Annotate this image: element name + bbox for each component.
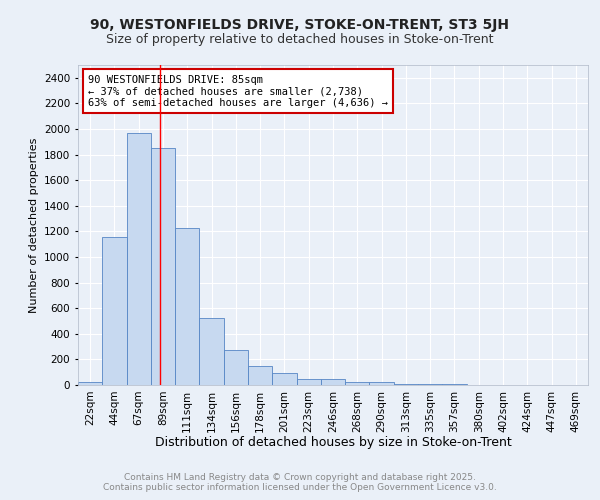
Bar [394, 384, 418, 385]
Bar [345, 382, 370, 385]
Y-axis label: Number of detached properties: Number of detached properties [29, 138, 38, 312]
Bar [442, 384, 467, 385]
Text: Size of property relative to detached houses in Stoke-on-Trent: Size of property relative to detached ho… [106, 32, 494, 46]
Text: 90, WESTONFIELDS DRIVE, STOKE-ON-TRENT, ST3 5JH: 90, WESTONFIELDS DRIVE, STOKE-ON-TRENT, … [91, 18, 509, 32]
X-axis label: Distribution of detached houses by size in Stoke-on-Trent: Distribution of detached houses by size … [155, 436, 511, 449]
Bar [127, 133, 151, 385]
Bar [272, 374, 296, 385]
Bar [175, 228, 199, 385]
Bar [248, 366, 272, 385]
Text: 90 WESTONFIELDS DRIVE: 85sqm
← 37% of detached houses are smaller (2,738)
63% of: 90 WESTONFIELDS DRIVE: 85sqm ← 37% of de… [88, 74, 388, 108]
Text: Contains HM Land Registry data © Crown copyright and database right 2025.
Contai: Contains HM Land Registry data © Crown c… [103, 473, 497, 492]
Bar [151, 148, 175, 385]
Bar [321, 379, 345, 385]
Bar [370, 382, 394, 385]
Bar [418, 384, 442, 385]
Bar [199, 318, 224, 385]
Bar [78, 382, 102, 385]
Bar [224, 350, 248, 385]
Bar [296, 379, 321, 385]
Bar [102, 236, 127, 385]
